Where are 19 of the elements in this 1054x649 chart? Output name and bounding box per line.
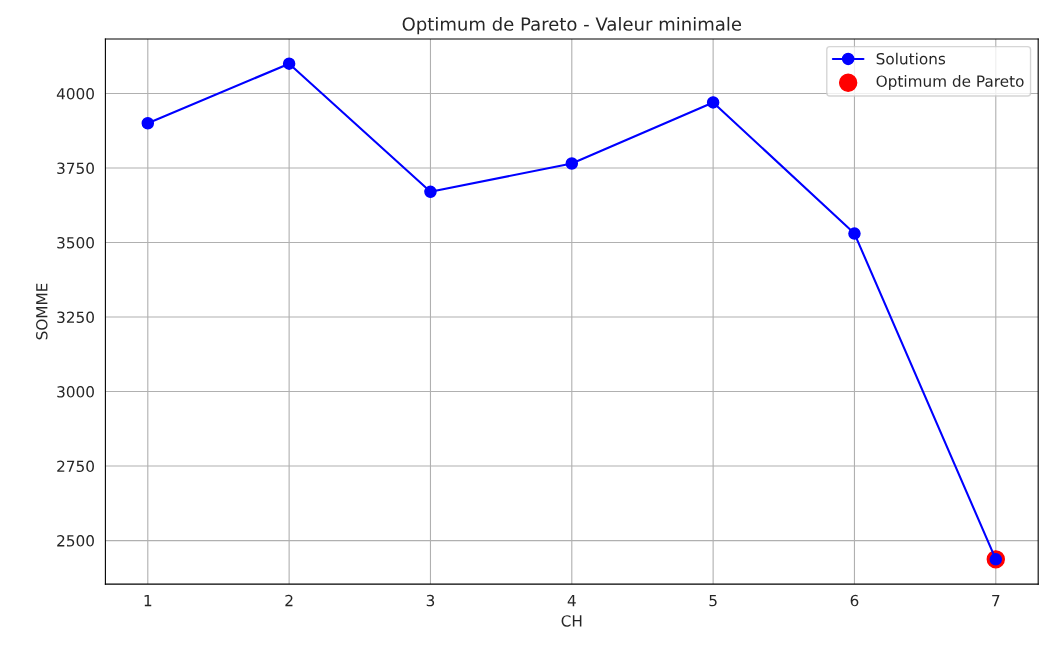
x-tick-label: 1 (144, 594, 152, 607)
y-tick-label: 3750 (57, 162, 94, 175)
y-tick-label: 3250 (57, 311, 94, 324)
y-tick-label: 4000 (56, 87, 94, 100)
y-tick-label: 3500 (57, 236, 94, 249)
chart-title: Optimum de Pareto - Valeur minimale (402, 16, 742, 35)
x-tick-label: 6 (850, 594, 859, 607)
y-tick-label: 2500 (57, 535, 94, 547)
legend-label: Optimum de Pareto (876, 75, 1024, 90)
x-tick-label: 3 (426, 594, 435, 607)
x-tick-label: 7 (992, 594, 1000, 607)
y-tick-label: 2750 (57, 460, 94, 473)
legend-label: Solutions (876, 52, 946, 65)
x-tick-label: 2 (285, 594, 293, 607)
y-axis-title: SOMME (36, 283, 48, 340)
x-tick-label: 5 (709, 594, 717, 607)
y-tick-label: 3000 (57, 386, 94, 398)
x-tick-label: 4 (567, 594, 576, 607)
x-axis-title: CH (561, 615, 582, 627)
